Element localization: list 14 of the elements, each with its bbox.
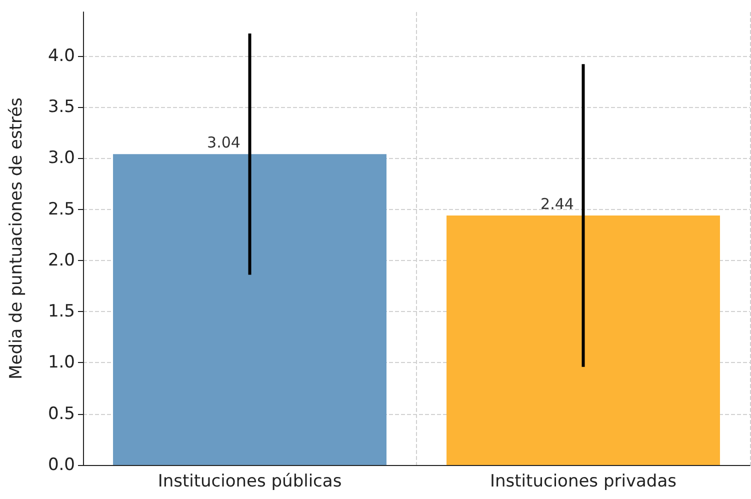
- data-label: 2.44: [540, 194, 574, 213]
- y-axis-title: Media de puntuaciones de estrés: [6, 97, 26, 380]
- y-tick-label: 3.5: [48, 97, 75, 118]
- data-label: 3.04: [207, 134, 240, 152]
- y-tick-label: 0.5: [48, 404, 75, 424]
- x-tick-label: Instituciones privadas: [490, 472, 677, 492]
- y-tick-label: 1.0: [48, 352, 75, 373]
- y-tick-label: 0.0: [48, 455, 75, 475]
- y-tick-label: 2.0: [48, 250, 75, 270]
- y-tick-label: 1.5: [48, 302, 75, 322]
- y-tick-label: 3.0: [48, 148, 75, 168]
- y-tick-label: 2.5: [48, 199, 75, 220]
- y-tick-label: 4.0: [48, 46, 75, 66]
- x-tick-label: Instituciones públicas: [158, 472, 342, 492]
